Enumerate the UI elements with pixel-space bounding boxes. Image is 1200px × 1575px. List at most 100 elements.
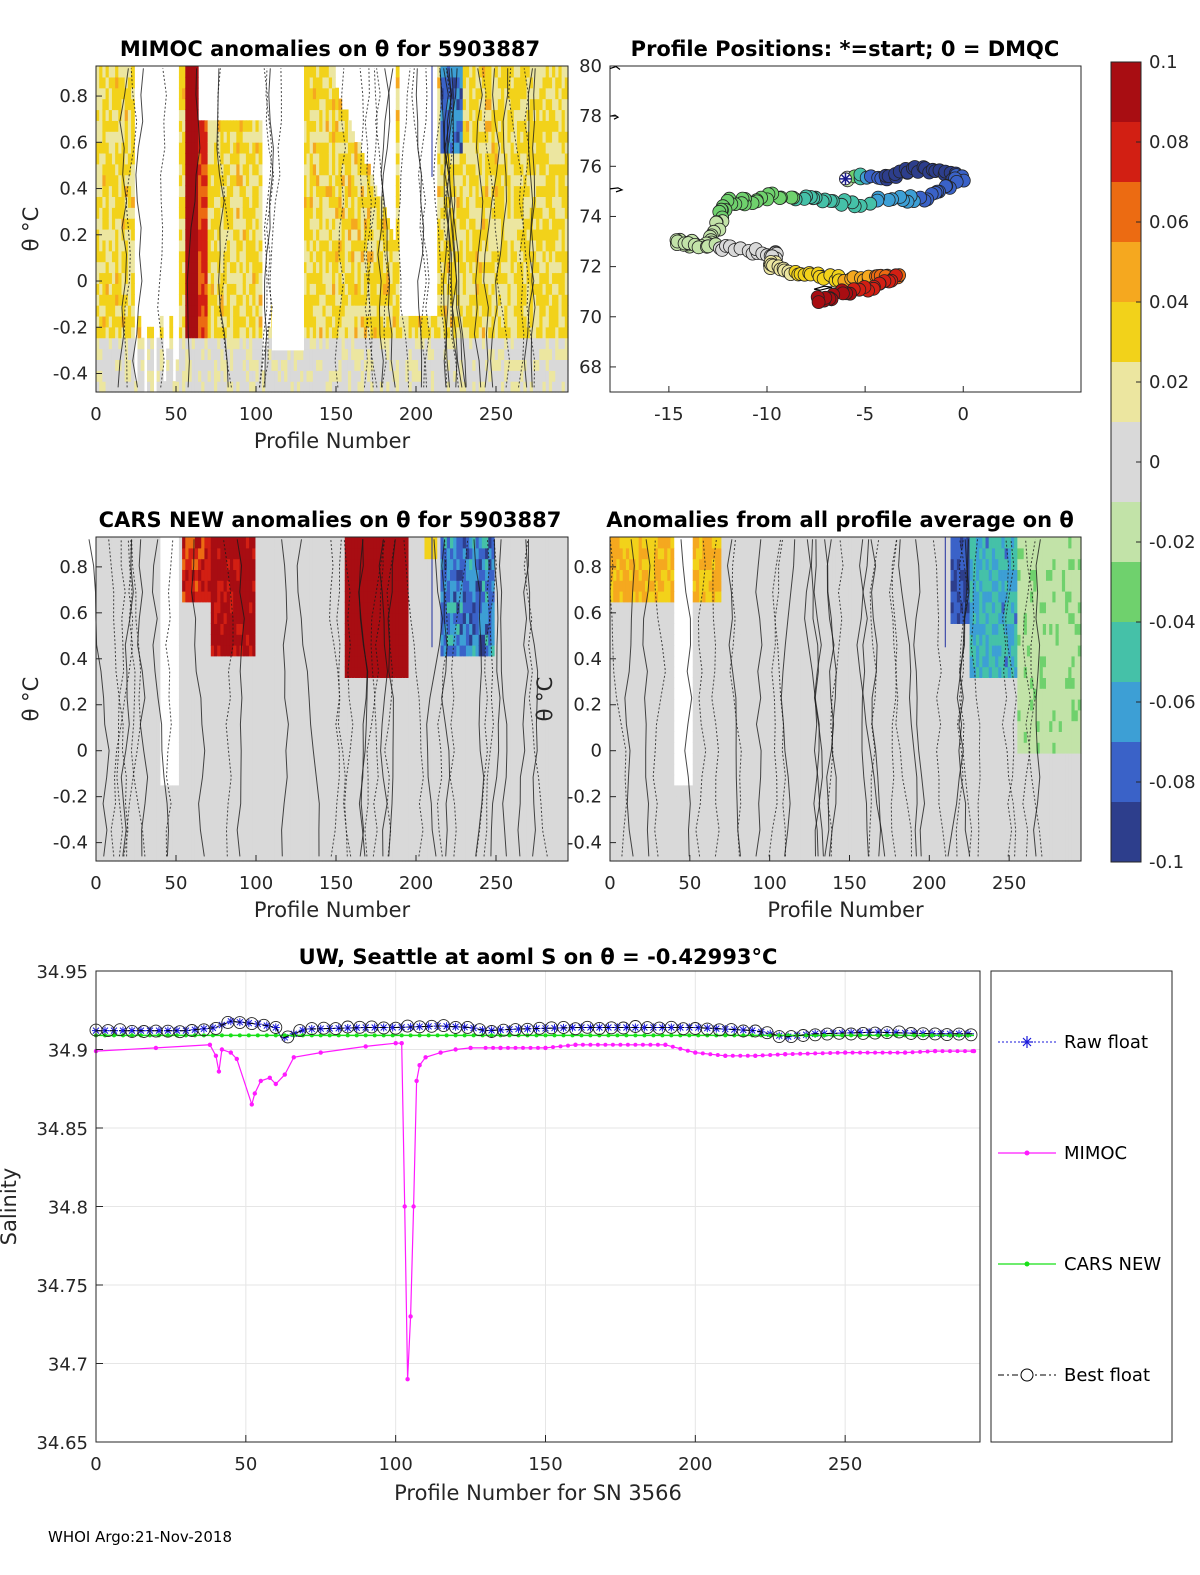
heat-cell — [373, 359, 378, 371]
heat-cell — [188, 239, 193, 252]
heat-cell — [191, 163, 196, 176]
heat-cell — [118, 207, 123, 219]
heat-cell — [245, 239, 250, 252]
heat-cell — [99, 370, 103, 382]
heat-cell — [185, 142, 190, 154]
heat-cell — [376, 294, 381, 306]
heat-cell — [204, 828, 209, 840]
contour-line — [123, 68, 138, 388]
heat-cell — [523, 196, 528, 208]
heat-cell — [233, 720, 237, 732]
heat-cell — [249, 261, 253, 274]
heat-cell — [210, 229, 215, 241]
heat-cell — [338, 196, 343, 208]
heat-cell — [233, 294, 237, 306]
heat-cell — [137, 645, 142, 657]
heat-cell — [185, 817, 190, 830]
heat-cell — [526, 261, 531, 274]
heat-cell — [153, 807, 158, 819]
heat-cell — [210, 537, 215, 549]
heat-cell — [185, 76, 190, 89]
heat-cell — [309, 76, 314, 89]
heat-cell — [178, 163, 183, 176]
heat-cell — [198, 359, 202, 371]
heat-cell — [159, 839, 164, 851]
heat-cell — [322, 163, 327, 176]
heat-cell — [226, 239, 231, 252]
heat-cell — [214, 142, 218, 154]
heat-cell — [131, 305, 135, 317]
heat-cell — [325, 152, 330, 165]
heat-cell — [175, 807, 180, 819]
heat-cell — [143, 796, 148, 808]
heat-cell — [134, 731, 139, 743]
heat-cell — [191, 580, 196, 592]
heat-cell — [102, 87, 107, 100]
heat-cell — [150, 655, 155, 668]
heat-cell — [459, 163, 464, 176]
heat-cell — [236, 131, 241, 143]
heat-cell — [475, 87, 480, 100]
heat-cell — [319, 152, 324, 165]
heat-cell — [204, 348, 209, 360]
heat-cell — [194, 229, 199, 241]
heat-cell — [293, 359, 298, 371]
heat-cell — [99, 283, 103, 295]
heat-cell — [501, 305, 505, 317]
heat-cell — [210, 196, 215, 208]
heat-cell — [469, 218, 473, 230]
heat-cell — [217, 677, 221, 689]
heat-cell — [182, 185, 186, 197]
heat-cell — [188, 623, 193, 635]
heat-cell — [548, 381, 553, 393]
heat-cell — [472, 142, 477, 154]
heat-cell — [118, 218, 123, 230]
heat-cell — [185, 98, 190, 111]
heat-cell — [229, 547, 234, 560]
heat-cell — [523, 174, 528, 187]
heat-cell — [555, 185, 560, 197]
heat-cell — [191, 753, 196, 765]
heat-cell — [481, 163, 486, 176]
heat-cell — [127, 645, 132, 657]
heat-cell — [488, 239, 493, 252]
heat-cell — [127, 381, 132, 393]
heat-cell — [552, 370, 556, 382]
heat-cell — [147, 569, 151, 581]
heat-cell — [258, 250, 263, 263]
heat-cell — [494, 109, 499, 121]
heat-cell — [194, 250, 199, 263]
heat-cell — [316, 381, 320, 393]
heat-cell — [201, 688, 206, 700]
heat-cell — [564, 131, 569, 143]
heat-cell — [354, 152, 359, 165]
heat-cell — [127, 239, 132, 252]
heat-cell — [354, 142, 359, 154]
heat-cell — [548, 326, 553, 339]
heat-cell — [108, 753, 113, 765]
heat-cell — [105, 731, 110, 743]
heat-cell — [488, 359, 493, 371]
heat-cell — [220, 239, 225, 252]
heat-cell — [481, 359, 486, 371]
heat-cell — [497, 326, 502, 339]
heat-cell — [226, 142, 231, 154]
heat-cell — [306, 315, 311, 328]
heat-cell — [188, 612, 193, 624]
heat-cell — [194, 569, 199, 581]
heat-cell — [191, 305, 196, 317]
heat-cell — [185, 558, 190, 570]
heat-cell — [306, 272, 311, 284]
heat-cell — [306, 359, 311, 371]
heat-cell — [437, 98, 442, 111]
heat-cell — [229, 359, 234, 371]
heat-cell — [223, 218, 228, 230]
heat-cell — [465, 218, 470, 230]
heat-cell — [456, 120, 461, 132]
heat-cell — [488, 87, 493, 100]
heat-cell — [191, 120, 196, 132]
heat-cell — [440, 326, 445, 339]
heat-cell — [347, 152, 352, 165]
heat-cell — [469, 370, 473, 382]
heat-cell — [115, 207, 119, 219]
